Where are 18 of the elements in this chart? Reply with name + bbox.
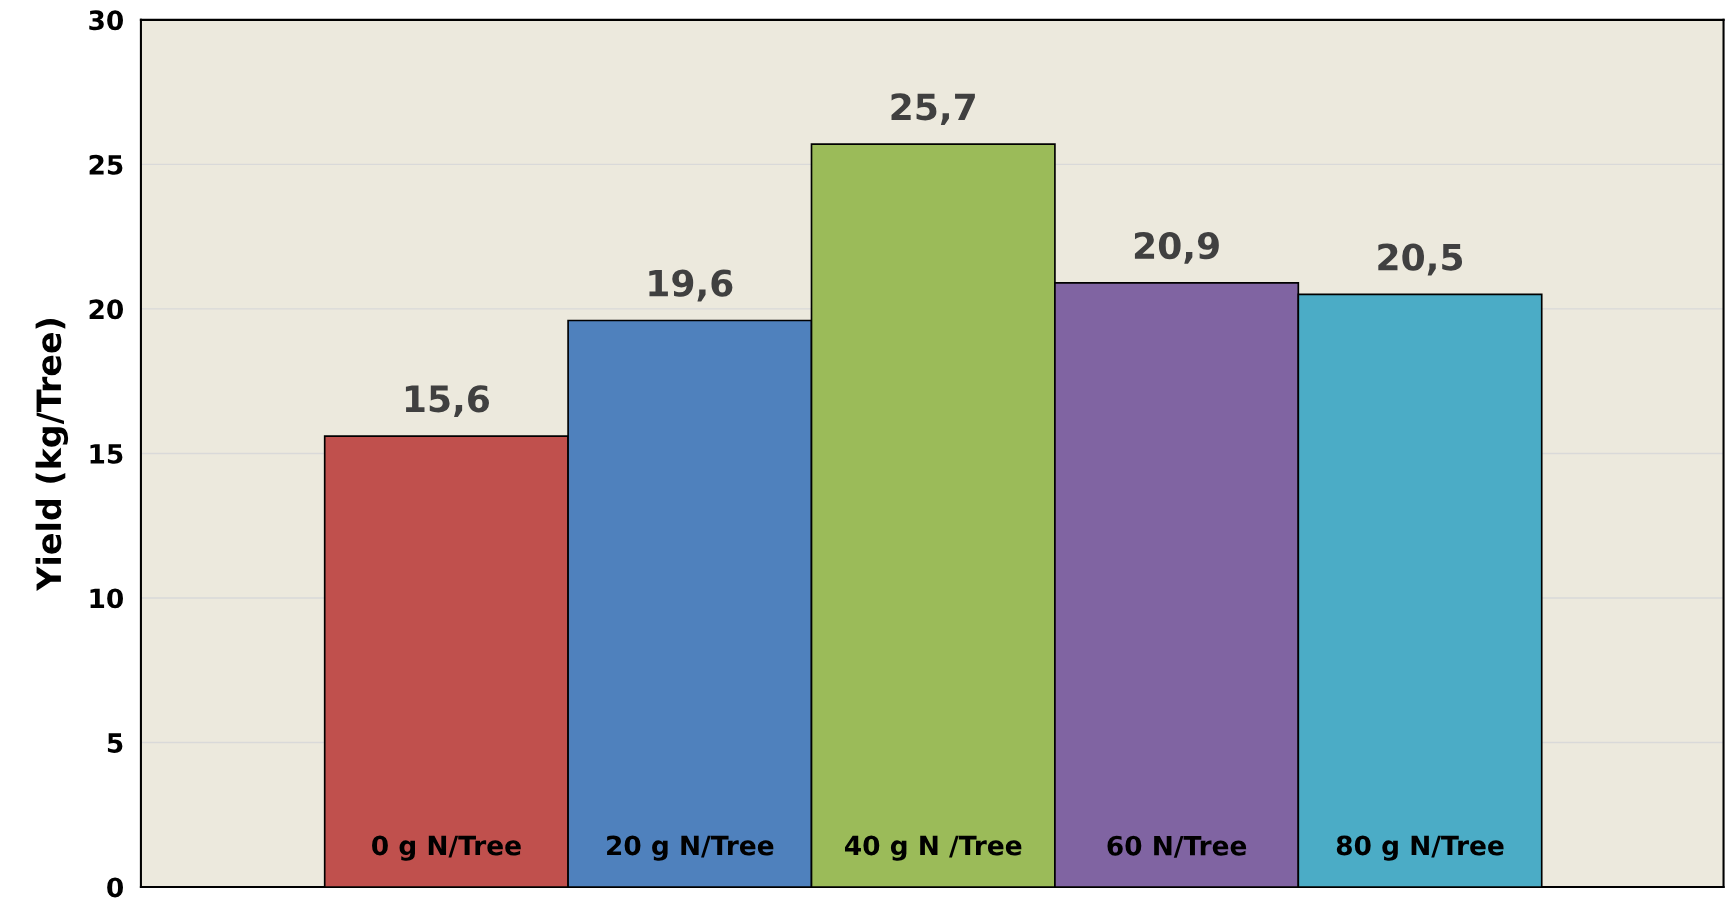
x-tick-label: 40 g N /Tree <box>844 835 1022 861</box>
y-tick-label: 25 <box>89 154 123 175</box>
data-label: 20,9 <box>1134 231 1219 264</box>
data-label: 25,7 <box>891 93 975 126</box>
x-tick-label: 60 N/Tree <box>1107 835 1247 858</box>
data-label: 15,6 <box>405 385 490 418</box>
y-tick-label: 5 <box>107 733 123 753</box>
y-tick-label: 20 <box>89 299 123 320</box>
y-tick-label: 0 <box>107 877 123 898</box>
x-tick-label: 20 g N/Tree <box>607 835 774 861</box>
x-tick-label: 0 g N/Tree <box>372 835 521 861</box>
y-axis-title: Yield (kg/Tree) <box>35 319 69 591</box>
y-tick-label: 30 <box>89 10 123 31</box>
y-tick-label: 15 <box>90 444 123 464</box>
y-tick-label: 10 <box>90 588 123 609</box>
x-tick-label: 80 g N/Tree <box>1336 835 1504 861</box>
data-label: 19,6 <box>649 269 733 302</box>
data-label: 20,5 <box>1378 243 1463 276</box>
